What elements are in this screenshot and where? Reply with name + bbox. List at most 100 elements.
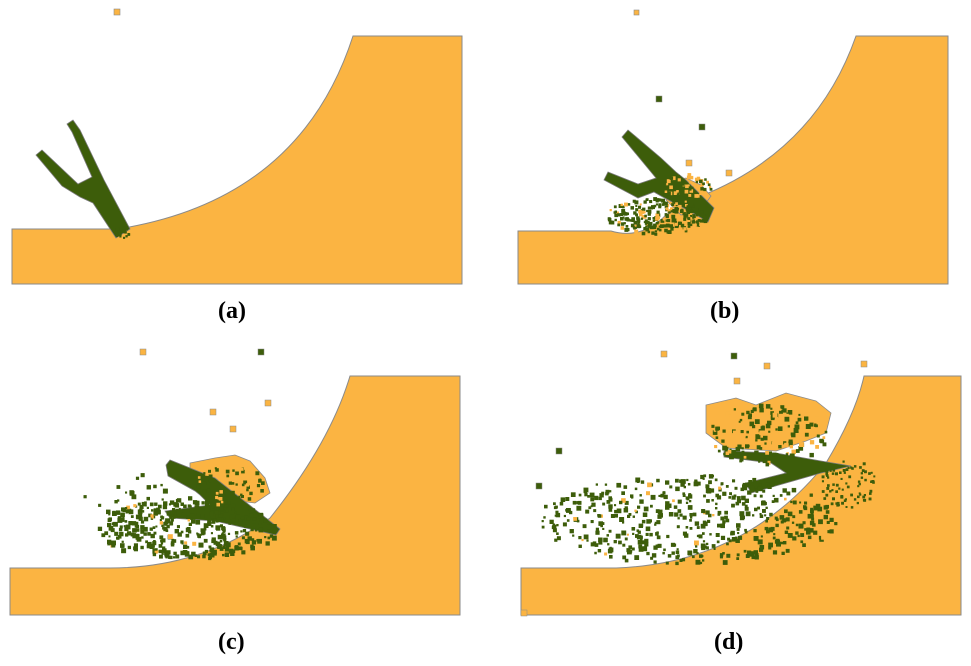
soil-particle xyxy=(683,227,687,231)
soil-particle xyxy=(623,485,628,489)
soil-particle xyxy=(541,525,545,529)
soil-particle xyxy=(258,527,263,532)
soil-particle xyxy=(255,529,258,532)
soil-particle xyxy=(608,220,613,225)
soil-particle xyxy=(772,494,775,497)
soil-particle xyxy=(853,498,857,501)
soil-particle xyxy=(257,538,262,544)
soil-particle xyxy=(847,466,850,469)
soil-particle xyxy=(850,493,853,497)
soil-particle xyxy=(213,552,217,556)
soil-particle xyxy=(753,529,757,533)
soil-particle xyxy=(682,492,686,496)
soil-particle xyxy=(177,532,182,537)
soil-particle xyxy=(578,493,582,497)
soil-particle xyxy=(733,494,737,498)
soil-particle xyxy=(198,480,202,483)
soil-particle xyxy=(545,505,548,508)
soil-particle xyxy=(795,421,799,425)
soil-particle xyxy=(162,548,167,553)
soil-particle xyxy=(638,209,642,214)
soil-particle xyxy=(709,533,712,536)
soil-particle xyxy=(708,474,714,479)
soil-particle xyxy=(731,537,737,542)
soil-particle xyxy=(265,541,270,546)
soil-particle xyxy=(554,538,558,542)
soil-particle xyxy=(565,508,568,512)
soil-particle xyxy=(221,532,224,535)
panel-b: (b) xyxy=(486,0,971,333)
soil-particle xyxy=(692,512,697,517)
soil-particle xyxy=(677,509,682,513)
soil-particle xyxy=(123,236,126,239)
soil-particle xyxy=(729,454,734,460)
soil-particle xyxy=(765,423,771,429)
soil-particle xyxy=(671,203,675,207)
soil-particle xyxy=(793,428,799,433)
soil-particle xyxy=(831,489,834,492)
soil-particle xyxy=(652,225,655,229)
soil-particle xyxy=(207,553,211,557)
soil-particle xyxy=(677,178,681,182)
soil-particle xyxy=(658,205,662,209)
soil-particle xyxy=(760,535,763,538)
soil-particle xyxy=(708,513,712,518)
soil-particle xyxy=(170,520,173,524)
soil-particle xyxy=(173,514,176,517)
soil-particle xyxy=(178,507,181,510)
soil-particle xyxy=(240,486,244,490)
soil-particle xyxy=(829,490,832,493)
soil-particle xyxy=(261,481,265,485)
soil-particle xyxy=(740,430,744,434)
soil-particle xyxy=(630,494,634,498)
soil-particle xyxy=(818,535,823,540)
soil-particle xyxy=(634,201,637,204)
soil-particle xyxy=(162,488,168,494)
soil-particle xyxy=(691,220,695,224)
soil-particle xyxy=(715,507,718,510)
soil-particle xyxy=(125,235,128,238)
soil-particle xyxy=(175,554,180,559)
soil-particle xyxy=(669,185,673,190)
soil-particle xyxy=(171,538,175,542)
soil-particle xyxy=(850,466,853,469)
soil-particle xyxy=(755,439,758,442)
terrain-body xyxy=(11,35,463,285)
soil-particle xyxy=(127,545,131,550)
soil-particle xyxy=(688,494,693,499)
soil-particle xyxy=(660,224,664,228)
soil-particle xyxy=(101,533,106,538)
soil-particle xyxy=(202,481,207,486)
soil-particle xyxy=(168,534,173,539)
soil-particle xyxy=(787,410,793,415)
soil-particle xyxy=(190,517,193,520)
soil-particle xyxy=(784,497,787,501)
soil-particle xyxy=(668,192,671,195)
soil-particle xyxy=(667,554,672,558)
soil-particle xyxy=(583,489,587,494)
soil-particle xyxy=(211,505,215,509)
soil-particle xyxy=(757,506,760,510)
soil-particle xyxy=(814,424,817,427)
soil-particle xyxy=(162,504,168,510)
soil-particle xyxy=(126,505,130,510)
soil-particle xyxy=(714,445,718,449)
soil-particle xyxy=(656,535,661,540)
soil-particle xyxy=(670,207,674,211)
soil-particle xyxy=(687,222,691,226)
soil-particle xyxy=(701,509,706,514)
soil-particle xyxy=(638,523,643,528)
soil-particle xyxy=(697,224,700,227)
soil-particle xyxy=(218,513,223,519)
soil-particle xyxy=(809,528,814,533)
soil-particle xyxy=(731,503,735,508)
soil-particle xyxy=(741,453,745,457)
flying-particle xyxy=(520,609,528,617)
soil-particle xyxy=(203,523,209,528)
soil-particle xyxy=(706,542,709,546)
soil-particle xyxy=(735,538,740,543)
soil-particle xyxy=(705,510,710,515)
soil-particle xyxy=(194,512,197,516)
soil-particle xyxy=(106,509,111,515)
soil-particle xyxy=(127,531,132,536)
